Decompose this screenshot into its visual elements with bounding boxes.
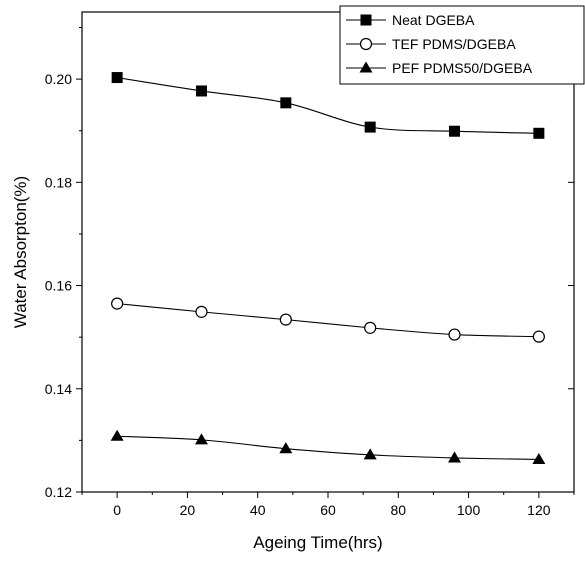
y-tick-label: 0.12 xyxy=(45,484,72,500)
data-point xyxy=(279,442,293,454)
legend-marker xyxy=(360,14,372,26)
legend-label: TEF PDMS/DGEBA xyxy=(392,36,516,52)
x-tick-label: 120 xyxy=(527,502,551,518)
data-point xyxy=(279,313,292,326)
data-point xyxy=(364,121,376,133)
data-point xyxy=(110,429,124,441)
data-point xyxy=(111,72,123,84)
x-tick-label: 40 xyxy=(250,502,266,518)
x-tick-label: 80 xyxy=(390,502,406,518)
y-tick-label: 0.16 xyxy=(45,278,72,294)
x-tick-label: 20 xyxy=(180,502,196,518)
x-tick-label: 60 xyxy=(320,502,336,518)
data-point xyxy=(533,127,545,139)
data-point xyxy=(363,448,377,460)
legend-box xyxy=(339,5,585,85)
data-point xyxy=(448,451,462,463)
legend-marker xyxy=(359,37,373,51)
data-point xyxy=(280,97,292,109)
data-point xyxy=(448,328,461,341)
x-tick-label: 0 xyxy=(113,502,121,518)
y-axis-label: Water Absorpton(%) xyxy=(11,176,30,328)
data-point xyxy=(194,433,208,445)
series-line xyxy=(117,303,539,338)
x-axis-label: Ageing Time(hrs) xyxy=(253,533,382,552)
y-tick-label: 0.20 xyxy=(45,71,72,87)
legend-label: Neat DGEBA xyxy=(392,12,475,28)
y-tick-label: 0.14 xyxy=(45,381,72,397)
data-point xyxy=(111,297,124,310)
data-point xyxy=(532,330,545,343)
data-point xyxy=(195,85,207,97)
legend-marker xyxy=(359,61,373,73)
series-line xyxy=(117,77,539,134)
x-tick-label: 100 xyxy=(457,502,481,518)
data-point xyxy=(532,452,546,465)
data-point xyxy=(195,305,208,318)
legend-label: PEF PDMS50/DGEBA xyxy=(392,60,533,76)
series-line xyxy=(117,435,539,461)
data-point xyxy=(364,321,377,334)
y-tick-label: 0.18 xyxy=(45,174,72,190)
data-point xyxy=(449,125,461,137)
